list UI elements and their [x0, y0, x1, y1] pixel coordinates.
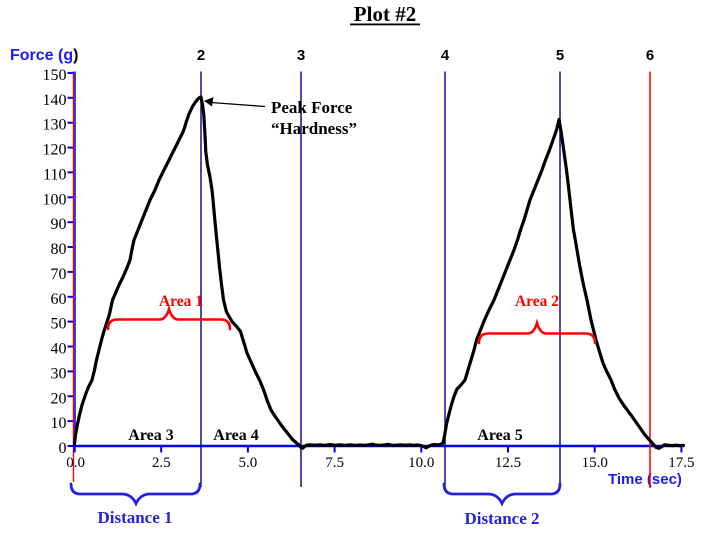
svg-text:Area 2: Area 2 [515, 293, 559, 310]
svg-text:12.5: 12.5 [495, 455, 521, 471]
svg-text:140: 140 [43, 92, 67, 109]
svg-text:5: 5 [556, 47, 564, 64]
svg-text:Area 1: Area 1 [159, 293, 203, 310]
svg-text:17.5: 17.5 [668, 455, 694, 471]
svg-text:80: 80 [51, 241, 67, 258]
svg-text:120: 120 [43, 142, 67, 159]
svg-text:Time (sec): Time (sec) [608, 471, 682, 488]
svg-text:Area 4: Area 4 [213, 427, 258, 444]
svg-text:“Hardness”: “Hardness” [271, 119, 357, 138]
svg-text:100: 100 [43, 191, 67, 208]
svg-text:130: 130 [43, 117, 67, 134]
svg-text:0.0: 0.0 [66, 455, 85, 471]
svg-text:70: 70 [51, 266, 67, 283]
svg-text:15.0: 15.0 [582, 455, 608, 471]
svg-text:Peak Force: Peak Force [271, 98, 353, 117]
svg-text:50: 50 [51, 316, 67, 333]
svg-text:Area 3: Area 3 [128, 427, 173, 444]
svg-text:0: 0 [59, 440, 67, 457]
svg-text:6: 6 [646, 47, 654, 64]
svg-text:40: 40 [51, 341, 67, 358]
svg-text:10: 10 [51, 415, 67, 432]
svg-text:4: 4 [441, 47, 450, 64]
svg-text:Area 5: Area 5 [477, 427, 522, 444]
svg-text:Force (g): Force (g) [10, 47, 78, 64]
svg-text:2.5: 2.5 [152, 455, 171, 471]
svg-text:7.5: 7.5 [325, 455, 344, 471]
svg-text:2: 2 [197, 47, 205, 64]
svg-text:3: 3 [297, 47, 305, 64]
svg-text:90: 90 [51, 216, 67, 233]
svg-text:Plot #2: Plot #2 [354, 2, 416, 26]
svg-text:110: 110 [43, 166, 66, 183]
svg-text:Distance 2: Distance 2 [464, 509, 539, 528]
svg-text:30: 30 [51, 365, 67, 382]
svg-text:Distance 1: Distance 1 [97, 508, 172, 527]
svg-text:20: 20 [51, 390, 67, 407]
svg-text:150: 150 [43, 67, 67, 84]
svg-text:5.0: 5.0 [239, 455, 258, 471]
svg-text:10.0: 10.0 [408, 455, 434, 471]
svg-text:60: 60 [51, 291, 67, 308]
